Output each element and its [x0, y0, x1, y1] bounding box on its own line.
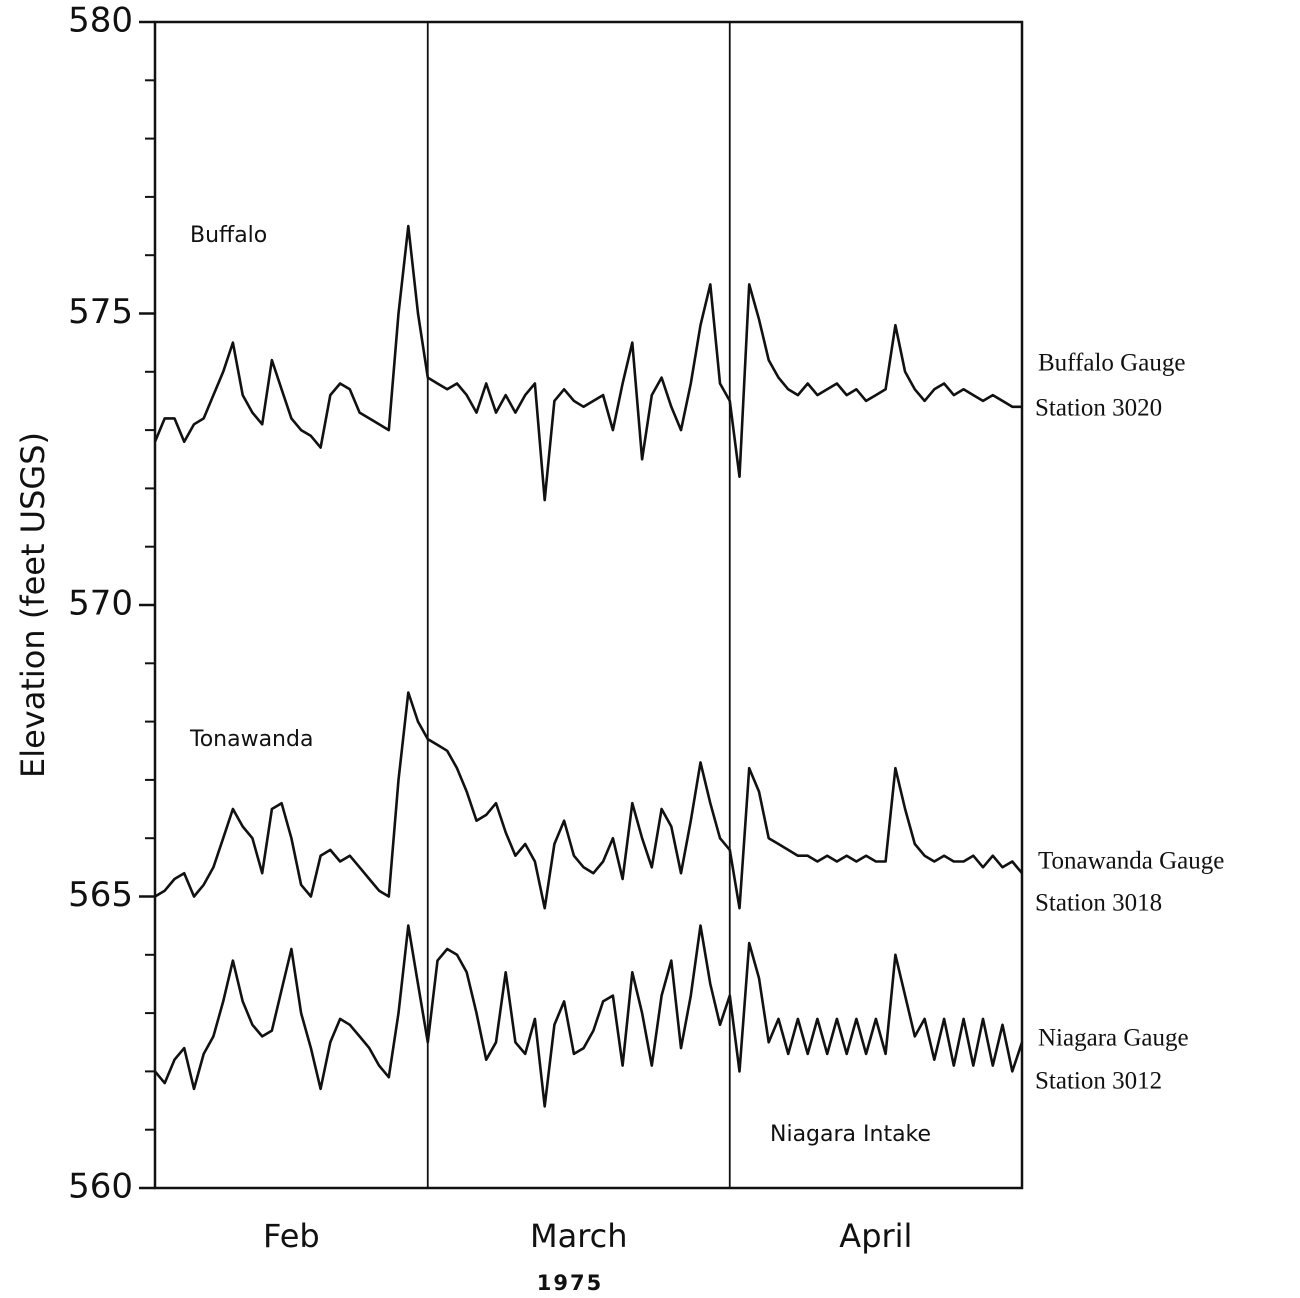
plot-frame	[153, 20, 1024, 1190]
legend-name: Tonawanda Gauge	[1038, 848, 1224, 875]
y-tick-label: 560	[68, 1167, 133, 1207]
x-tick-label: Feb	[263, 1217, 320, 1255]
y-tick-label: 570	[68, 584, 133, 624]
x-tick-label: March	[530, 1217, 628, 1255]
annotation: Buffalo	[190, 223, 267, 248]
y-axis-label: Elevation (feet USGS)	[14, 432, 52, 778]
y-tick-label: 580	[68, 1, 133, 41]
series-line	[153, 924, 1024, 1108]
annotation: Niagara Intake	[770, 1122, 931, 1147]
x-tick-label: April	[839, 1217, 912, 1255]
y-tick-label: 565	[68, 875, 133, 915]
legend-station: Station 3018	[1035, 890, 1162, 917]
annotation: Tonawanda	[189, 727, 313, 752]
y-tick-label: 575	[68, 292, 133, 332]
x-axis-label: 1975	[537, 1271, 603, 1295]
legend-name: Niagara Gauge	[1038, 1025, 1189, 1052]
series-line	[154, 691, 1024, 910]
series-line	[153, 224, 1022, 502]
legend-station: Station 3012	[1035, 1068, 1162, 1095]
legend-name: Buffalo Gauge	[1038, 350, 1185, 377]
legend-station: Station 3020	[1035, 395, 1162, 422]
